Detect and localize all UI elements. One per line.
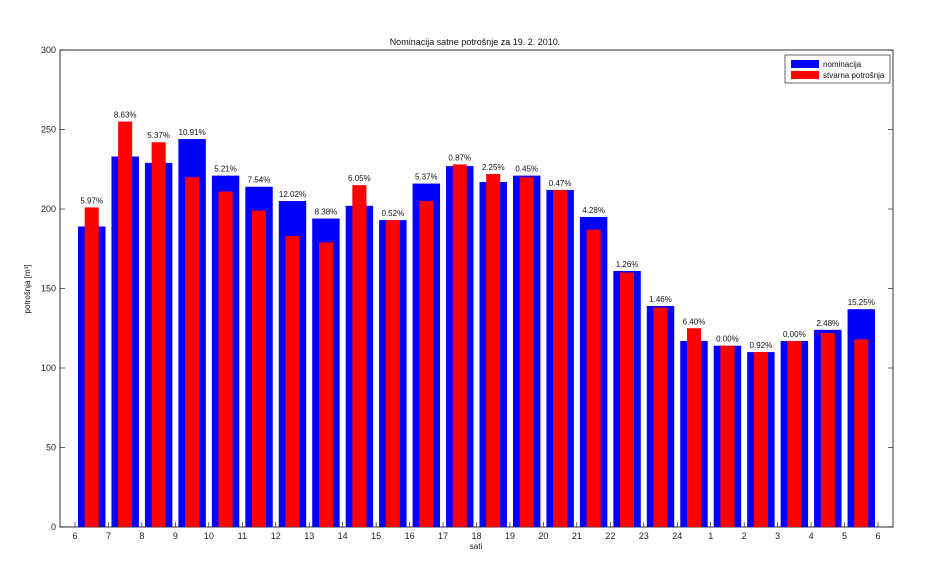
chart-title: Nominacija satne potrošnje za 19. 2. 201… <box>390 37 561 47</box>
bar-stvarna-potrosnja <box>519 177 534 527</box>
x-tick-label: 10 <box>204 531 214 541</box>
bar-stvarna-potrosnja <box>218 191 233 527</box>
data-label: 0.45% <box>515 165 538 174</box>
legend-swatch-stvarna-potrosnja <box>791 71 819 79</box>
y-tick-label: 250 <box>41 125 56 135</box>
x-tick-label: 14 <box>338 531 348 541</box>
x-tick-label: 5 <box>842 531 847 541</box>
bar-stvarna-potrosnja <box>318 242 333 527</box>
legend: nominacija stvarna potrošnja <box>784 54 891 84</box>
x-tick-label: 1 <box>708 531 713 541</box>
data-label: 0.92% <box>750 341 773 350</box>
bar-stvarna-potrosnja <box>486 174 501 527</box>
y-tick-label: 50 <box>46 443 56 453</box>
x-tick-label: 3 <box>775 531 780 541</box>
data-label: 10.91% <box>179 128 206 137</box>
x-axis: 6 7 8 9 10 11 12 13 14 15 16 17 18 19 20 21 22 23 24 1 2 3 4 5 6 <box>72 522 881 541</box>
bar-stvarna-potrosnja <box>352 185 367 527</box>
x-tick-label: 15 <box>371 531 381 541</box>
x-tick-label: 7 <box>106 531 111 541</box>
bar-stvarna-potrosnja <box>151 142 166 527</box>
y-axis: 0 50 100 150 200 250 300 <box>41 45 893 532</box>
y-tick-label: 150 <box>41 284 56 294</box>
bar-stvarna-potrosnja <box>285 236 300 527</box>
x-tick-label: 11 <box>238 531 247 541</box>
legend-label-stvarna-potrosnja: stvarna potrošnja <box>823 71 885 80</box>
bar-stvarna-potrosnja <box>586 229 601 528</box>
y-tick-label: 200 <box>41 204 56 214</box>
bar-stvarna-potrosnja <box>753 352 768 527</box>
bar-stvarna-potrosnja <box>787 340 802 527</box>
x-tick-label: 9 <box>173 531 178 541</box>
bar-stvarna-potrosnja <box>118 121 133 528</box>
data-label: 1.46% <box>649 295 672 304</box>
x-tick-label: 2 <box>742 531 747 541</box>
data-label: 8.38% <box>315 208 338 217</box>
data-label: 8.63% <box>114 111 137 120</box>
data-label: 6.05% <box>348 174 371 183</box>
x-tick-label: 6 <box>875 531 880 541</box>
x-tick-label: 6 <box>72 531 77 541</box>
x-tick-label: 18 <box>471 531 481 541</box>
bar-stvarna-potrosnja <box>653 307 668 527</box>
y-tick-label: 300 <box>41 45 56 55</box>
bar-stvarna-potrosnja <box>251 210 267 527</box>
bars-group <box>78 121 875 528</box>
data-label: 0.00% <box>783 330 806 339</box>
data-label: 0.87% <box>448 153 471 162</box>
data-label: 15.25% <box>848 298 875 307</box>
bar-stvarna-potrosnja <box>419 201 434 528</box>
y-tick-label: 0 <box>51 522 56 532</box>
x-tick-label: 13 <box>304 531 314 541</box>
data-label: 0.52% <box>382 209 405 218</box>
data-label: 12.02% <box>279 190 306 199</box>
x-tick-label: 17 <box>438 531 448 541</box>
bar-stvarna-potrosnja <box>553 189 568 528</box>
bar-stvarna-potrosnja <box>686 328 702 527</box>
data-label: 0.00% <box>716 335 739 344</box>
data-label: 2.25% <box>482 163 505 172</box>
data-label: 1.26% <box>616 260 639 269</box>
x-tick-label: 24 <box>672 531 682 541</box>
x-axis-label: sati <box>470 542 483 551</box>
data-label: 5.37% <box>147 131 170 140</box>
bar-stvarna-potrosnja <box>452 164 467 528</box>
x-tick-label: 8 <box>139 531 144 541</box>
legend-label-nominacija: nominacija <box>823 60 862 69</box>
x-tick-label: 22 <box>605 531 615 541</box>
bar-stvarna-potrosnja <box>820 333 835 527</box>
y-tick-label: 100 <box>41 363 56 373</box>
x-tick-label: 20 <box>538 531 548 541</box>
data-label: 5.21% <box>214 165 237 174</box>
data-label: 0.47% <box>549 179 572 188</box>
data-label: 2.48% <box>816 319 839 328</box>
data-label: 4.28% <box>582 206 605 215</box>
x-tick-label: 23 <box>639 531 649 541</box>
legend-swatch-nominacija <box>791 60 819 68</box>
y-axis-label: potrošnja [m³] <box>23 265 32 314</box>
bar-stvarna-potrosnja <box>84 207 99 527</box>
x-tick-label: 12 <box>271 531 281 541</box>
data-label: 7.54% <box>248 176 271 185</box>
data-label: 5.37% <box>415 173 438 182</box>
bar-stvarna-potrosnja <box>185 177 200 527</box>
bar-stvarna-potrosnja <box>620 272 635 527</box>
data-labels-group: 5.97% 8.63% 5.37% 10.91% 5.21% 7.54% 12.02% 8.3… <box>80 111 874 351</box>
x-tick-label: 21 <box>572 531 582 541</box>
bar-stvarna-potrosnja <box>385 220 400 527</box>
bar-stvarna-potrosnja <box>854 339 869 527</box>
data-label: 6.40% <box>683 317 706 326</box>
x-tick-label: 16 <box>405 531 415 541</box>
x-tick-label: 4 <box>809 531 814 541</box>
legend-box <box>784 54 891 84</box>
bar-stvarna-potrosnja <box>720 345 735 527</box>
x-tick-label: 19 <box>505 531 515 541</box>
data-label: 5.97% <box>80 196 103 205</box>
